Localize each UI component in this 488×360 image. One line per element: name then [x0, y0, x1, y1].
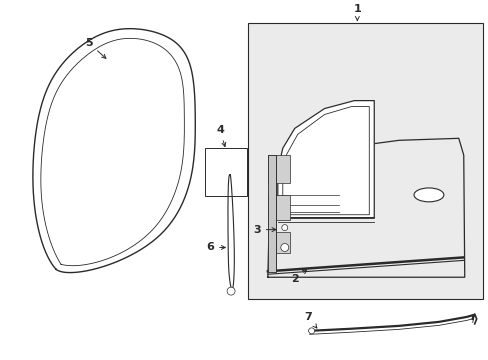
- Bar: [205, 148, 246, 196]
- Bar: [267, 155, 289, 183]
- Polygon shape: [267, 138, 464, 277]
- Bar: [247, 23, 482, 299]
- Circle shape: [226, 287, 235, 295]
- Text: 3: 3: [253, 225, 275, 235]
- Circle shape: [308, 328, 314, 334]
- Ellipse shape: [413, 188, 443, 202]
- Bar: [267, 195, 289, 220]
- Text: 1: 1: [353, 4, 361, 21]
- Text: 4: 4: [216, 125, 225, 147]
- Bar: [267, 155, 275, 272]
- Text: 2: 2: [290, 270, 306, 284]
- Circle shape: [280, 243, 288, 251]
- Text: 7: 7: [303, 312, 316, 328]
- Text: 6: 6: [206, 243, 225, 252]
- Text: 5: 5: [85, 38, 106, 58]
- Circle shape: [281, 225, 287, 231]
- Polygon shape: [277, 100, 373, 218]
- Bar: [267, 231, 289, 253]
